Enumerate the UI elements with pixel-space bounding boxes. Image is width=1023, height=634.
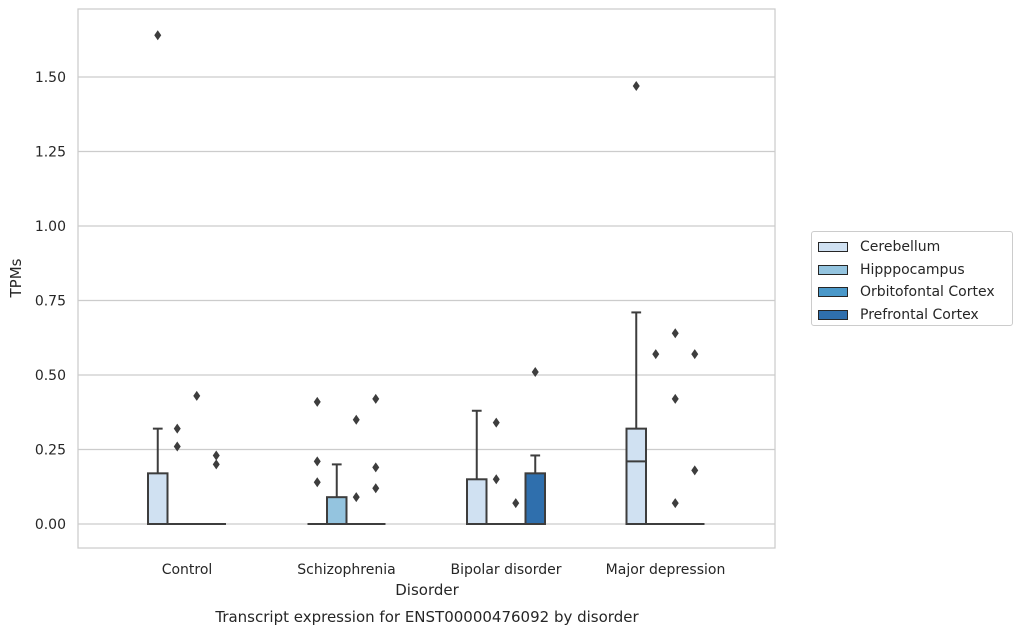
outlier-point (372, 483, 380, 494)
legend-label: Orbitofontal Cortex (860, 284, 995, 301)
y-tick-label: 0.50 (35, 368, 66, 384)
y-tick-label: 1.50 (35, 70, 66, 86)
box-cerebellum (466, 409, 488, 525)
legend-item: Orbitofontal Cortex (818, 281, 1012, 304)
y-tick-label: 0.00 (35, 517, 66, 533)
legend-swatch (818, 242, 848, 253)
outlier-point (154, 30, 162, 41)
legend-swatch (818, 287, 848, 298)
legend: Cerebellum Hipppocampus Orbitofontal Corte… (811, 231, 1013, 326)
box-prefrontal-cortex (524, 367, 546, 525)
y-axis-label: TPMs (7, 258, 25, 298)
outlier-point (212, 450, 220, 461)
legend-swatch (818, 309, 848, 320)
legend-label: Cerebellum (860, 239, 941, 256)
x-axis-label: Disorder (395, 581, 459, 599)
outlier-point (193, 390, 201, 401)
outlier-point (173, 441, 181, 452)
box-orbitofontal-cortex (346, 414, 366, 525)
x-tick-label: Schizophrenia (297, 562, 395, 578)
x-tick-label: Bipolar disorder (450, 562, 561, 578)
legend-label: Prefrontal Cortex (860, 306, 979, 323)
box-orbitofontal-cortex (506, 498, 526, 525)
outlier-point (212, 459, 220, 470)
y-tick-label: 1.00 (35, 219, 66, 235)
outlier-point (372, 393, 380, 404)
x-tick-label: Major depression (606, 562, 726, 578)
box (147, 472, 169, 525)
box (466, 478, 488, 525)
tick-labels: 0.00 0.25 0.50 0.75 1.00 1.25 1.50 Control Schiz… (35, 70, 726, 578)
y-tick-label: 0.75 (35, 294, 66, 310)
outlier-point (632, 80, 640, 91)
outlier-point (671, 498, 679, 509)
box (326, 496, 348, 525)
outlier-point (372, 462, 380, 473)
x-tick-label: Control (162, 562, 213, 578)
legend-item: Hipppocampus (818, 259, 1012, 282)
box (625, 427, 647, 526)
outlier-point (313, 396, 321, 407)
outlier-point (352, 492, 360, 503)
box-cerebellum (147, 30, 169, 525)
y-tick-label: 0.25 (35, 443, 66, 459)
outlier-point (512, 498, 520, 509)
outlier-point (352, 414, 360, 425)
plot-frame (77, 8, 776, 549)
box-prefrontal-cortex (366, 393, 386, 525)
outlier-point (492, 474, 500, 485)
legend-item: Cerebellum (818, 236, 1012, 259)
box-hipppocampus (646, 349, 666, 525)
legend-item: Prefrontal Cortex (818, 304, 1012, 327)
box (524, 472, 546, 525)
box-orbitofontal-cortex (665, 328, 685, 525)
outlier-point (652, 349, 660, 360)
grid-lines (78, 76, 775, 525)
outlier-point (173, 423, 181, 434)
outlier-point (313, 456, 321, 467)
outlier-point (531, 367, 539, 378)
outlier-point (313, 477, 321, 488)
y-tick-label: 1.25 (35, 145, 66, 161)
chart-caption: Transcript expression for ENST0000047609… (214, 608, 639, 626)
box-hipppocampus (326, 463, 348, 525)
box-cerebellum (625, 80, 647, 526)
outlier-point (671, 393, 679, 404)
box-hipppocampus (486, 417, 506, 525)
outlier-point (492, 417, 500, 428)
outlier-point (691, 349, 699, 360)
box-orbitofontal-cortex (187, 390, 207, 525)
box-layer (147, 30, 705, 526)
box-prefrontal-cortex (685, 349, 705, 525)
legend-label: Hipppocampus (860, 261, 965, 278)
outlier-point (691, 465, 699, 476)
legend-swatch (818, 264, 848, 275)
box-prefrontal-cortex (206, 450, 226, 525)
outlier-point (671, 328, 679, 339)
box-hipppocampus (167, 423, 187, 525)
box-cerebellum (307, 396, 327, 525)
